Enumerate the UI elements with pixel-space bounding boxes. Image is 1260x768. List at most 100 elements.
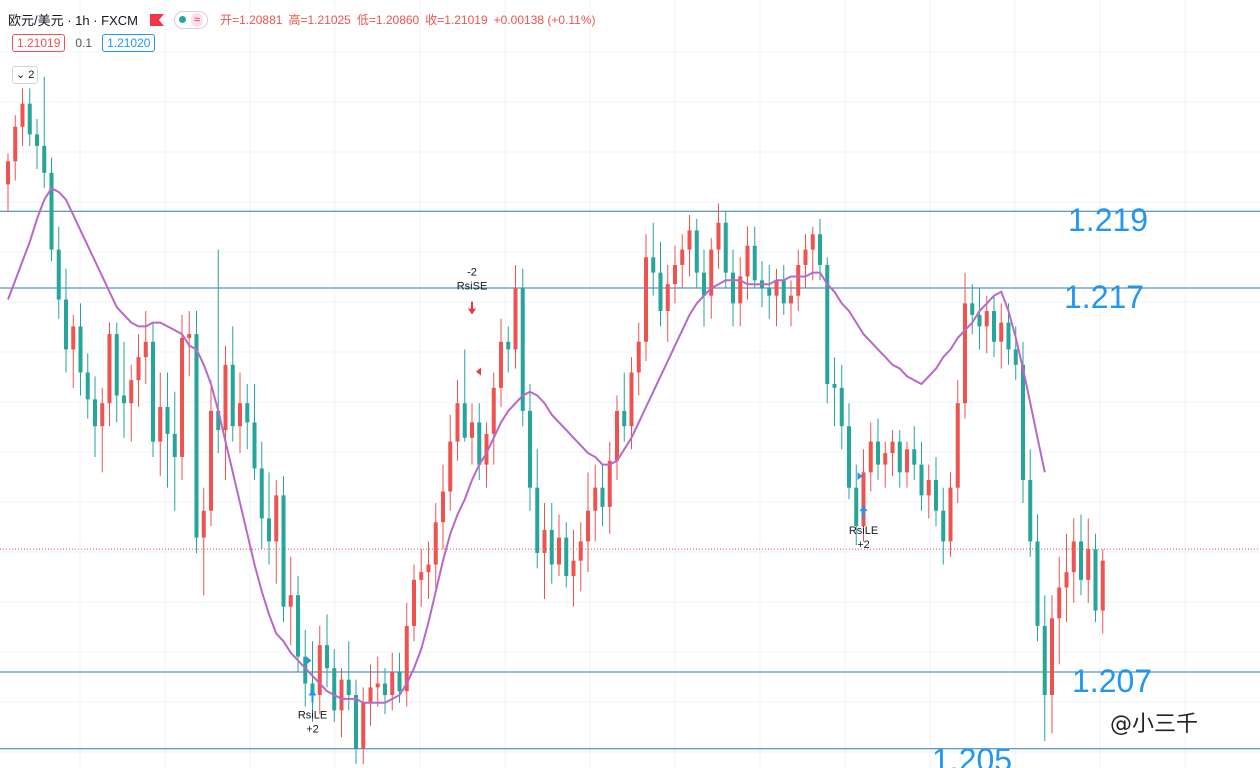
candle-body (1100, 560, 1105, 611)
candle-body (245, 403, 250, 423)
arrow-up-head (859, 505, 868, 512)
candle-body (194, 334, 199, 538)
ohlc-values: 开=1.20881 高=1.21025 低=1.20860 收=1.21019 +0.0… (220, 11, 601, 28)
candle-body (143, 341, 148, 358)
candle-body (578, 541, 583, 561)
candle-body (274, 495, 279, 542)
candle-body (716, 222, 721, 250)
candle-body (455, 403, 460, 442)
candle-body (303, 656, 308, 684)
candle-body (1071, 541, 1076, 573)
quote-row: 1.21019 0.1 1.21020 (12, 34, 156, 52)
candle-body (35, 134, 39, 146)
candle-body (426, 564, 431, 573)
candle-body (1042, 625, 1047, 696)
candle-body (629, 372, 634, 427)
level-label: 1.205 (932, 742, 1012, 768)
level-label: 1.207 (1072, 663, 1152, 699)
candle-body (491, 387, 496, 434)
candle-body (564, 537, 569, 576)
candle-body (992, 311, 996, 342)
horizontal-lines (0, 210, 1260, 750)
candle-body (412, 579, 416, 626)
candle-body (1064, 572, 1069, 588)
candle-body (165, 407, 170, 434)
candle-body (970, 303, 975, 315)
candle-body (767, 288, 772, 296)
wave-icon: ≈ (191, 12, 204, 27)
candle-body (506, 341, 511, 350)
candle-body (1021, 364, 1025, 480)
candle-body (114, 334, 119, 396)
candle-body (238, 403, 242, 427)
candle-body (93, 399, 97, 427)
candle-body (984, 311, 989, 327)
sell-price-button[interactable]: 1.21019 (12, 34, 66, 52)
signal-qty: +2 (306, 723, 319, 735)
candle-body (209, 410, 213, 511)
price-level-labels: 1.219 1.217 1.207 1.205 (932, 202, 1152, 768)
candle-body (441, 491, 445, 523)
candle-body (1050, 618, 1054, 696)
buy-price-button[interactable]: 1.21020 (102, 34, 156, 52)
candle-body (433, 522, 438, 565)
candle-body (216, 410, 221, 431)
candle-body (941, 510, 946, 542)
flag-icon[interactable] (150, 13, 165, 26)
candle-body (723, 222, 728, 273)
candle-body (636, 341, 641, 373)
candle-body (876, 441, 880, 465)
candle-body (644, 257, 648, 342)
candle-body (680, 249, 685, 265)
candle-body (999, 322, 1004, 342)
candle-body (1079, 541, 1083, 580)
indicator-toggle[interactable]: ≈ (174, 10, 209, 29)
candle-body (375, 683, 380, 688)
spread-value: 0.1 (75, 36, 93, 50)
candle-body (709, 249, 714, 296)
change-value: +0.00138 (+0.11%) (493, 13, 596, 27)
candle-body (890, 441, 895, 454)
ma-line (7, 186, 1046, 704)
high-value: 高=1.21025 (288, 13, 351, 27)
candle-body (687, 230, 692, 250)
candle-body (955, 403, 960, 488)
candle-body (20, 103, 25, 127)
candle-body (6, 161, 10, 185)
candle-body (738, 276, 743, 304)
candle-body (658, 272, 663, 312)
candle-body (897, 441, 902, 473)
entry-marker (857, 472, 863, 481)
candle-body (963, 303, 967, 404)
candle-body (557, 537, 561, 565)
candle-body (419, 572, 424, 580)
candle-body (296, 595, 300, 657)
candle-body (85, 372, 90, 400)
candle-body (223, 364, 228, 431)
collapse-indicators-button[interactable]: ⌄ 2 (12, 66, 39, 84)
candle-body (673, 264, 677, 285)
candle-body (571, 560, 576, 576)
candle-body (27, 103, 32, 135)
candle-body (861, 472, 866, 527)
candle-body (912, 449, 917, 465)
candle-body (56, 249, 61, 300)
candle-body (789, 295, 793, 304)
candle-body (796, 264, 801, 296)
candle-body (1093, 549, 1098, 611)
candle-body (230, 364, 235, 427)
candle-body (948, 487, 953, 542)
candle-body (390, 672, 395, 696)
candle-body (172, 433, 177, 457)
candle-body (368, 687, 373, 703)
candle-body (593, 487, 598, 511)
candle-body (187, 334, 192, 338)
candle-body (252, 422, 257, 469)
candle-body (49, 172, 54, 250)
candle-body (745, 245, 750, 277)
symbol-title[interactable]: 欧元/美元 · 1h · FXCM (8, 13, 139, 28)
candle-body (13, 126, 18, 162)
candle-body (354, 695, 358, 749)
candle-body (513, 288, 518, 350)
